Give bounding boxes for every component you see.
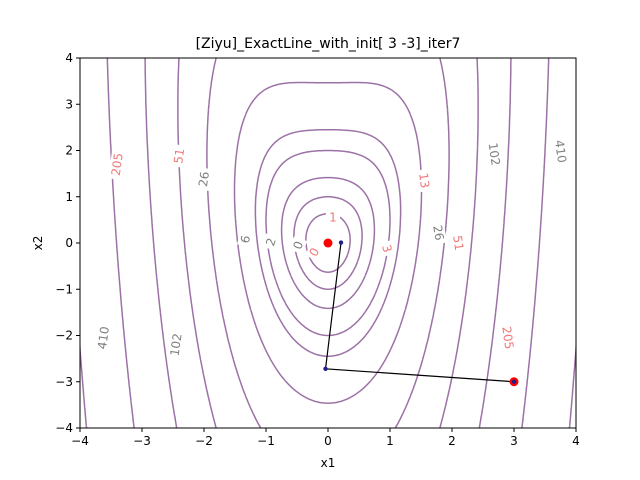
contour-label-bg — [429, 220, 448, 245]
contour-label: 13 — [416, 172, 432, 189]
contour-line — [233, 81, 423, 404]
contour-label-bg — [195, 167, 213, 192]
contour-label-bg — [170, 144, 188, 168]
contour-label: 205 — [499, 325, 516, 350]
contour-line — [254, 128, 402, 358]
contour-label: 410 — [95, 325, 112, 350]
y-tick-label: −1 — [55, 282, 73, 296]
y-axis-label: x2 — [31, 236, 45, 251]
contour-label: 102 — [168, 332, 185, 357]
contour-label-bg — [108, 148, 127, 181]
contour-label: 3 — [379, 243, 395, 254]
contour-label-bg — [289, 236, 308, 255]
contour-label: 26 — [430, 224, 446, 241]
x-tick-label: 0 — [324, 434, 332, 448]
contour-label-bg — [449, 231, 467, 255]
contour-label-bg — [498, 321, 517, 354]
path-point — [323, 366, 328, 371]
x-tick-label: 4 — [572, 434, 580, 448]
contour-label-bg — [236, 230, 255, 248]
contour-label: 2 — [263, 236, 279, 248]
contour-label: 51 — [171, 148, 187, 165]
contour-label-bg — [378, 239, 396, 258]
x-axis: −4 −3 −2 −1 0 1 2 3 4 — [71, 428, 580, 448]
contour-label: 102 — [486, 142, 503, 167]
contour-label: 6 — [238, 234, 254, 245]
path-line — [324, 242, 515, 383]
contour-label-bg — [262, 233, 280, 251]
contour-label-bg — [167, 328, 186, 361]
path-point — [511, 379, 517, 384]
contour-label-bg — [325, 210, 340, 225]
y-tick-label: 4 — [65, 51, 73, 65]
x-tick-label: −4 — [71, 434, 89, 448]
x-axis-label: x1 — [321, 456, 336, 470]
x-tick-label: −3 — [133, 434, 151, 448]
y-tick-label: −3 — [55, 375, 73, 389]
x-tick-label: 3 — [510, 434, 518, 448]
contour-label: 205 — [109, 152, 126, 177]
y-axis: −4 −3 −2 −1 0 1 2 3 4 — [55, 51, 80, 435]
contour-label-bg — [485, 138, 504, 171]
chart-title: [Ziyu]_ExactLine_with_init[ 3 -3]_iter7 — [196, 36, 461, 52]
contour-lines — [80, 58, 576, 428]
minimum-marker — [323, 238, 333, 248]
optimization-path — [323, 238, 519, 387]
contour-label-bg — [304, 242, 324, 262]
contour-line — [177, 58, 479, 428]
y-tick-label: −4 — [55, 421, 73, 435]
y-tick-label: 0 — [65, 236, 73, 250]
y-tick-label: 1 — [65, 190, 73, 204]
x-tick-label: −2 — [195, 434, 213, 448]
contour-line — [280, 176, 376, 310]
contour-line — [293, 196, 363, 290]
x-tick-label: −1 — [257, 434, 275, 448]
contour-label: 0 — [290, 239, 306, 251]
y-tick-label: 3 — [65, 97, 73, 111]
y-tick-label: 2 — [65, 144, 73, 158]
contour-label-bg — [551, 135, 570, 168]
contour-label-bg — [415, 168, 433, 193]
contour-label: 1 — [329, 211, 337, 225]
x-tick-label: 1 — [386, 434, 394, 448]
x-tick-label: 2 — [448, 434, 456, 448]
contour-label-bg — [94, 321, 113, 354]
path-point — [338, 240, 344, 245]
contour-label: 26 — [196, 171, 212, 188]
contour-label: 51 — [450, 234, 466, 251]
contour-label: 410 — [552, 139, 569, 164]
contour-line — [265, 149, 391, 337]
y-tick-label: −2 — [55, 329, 73, 343]
